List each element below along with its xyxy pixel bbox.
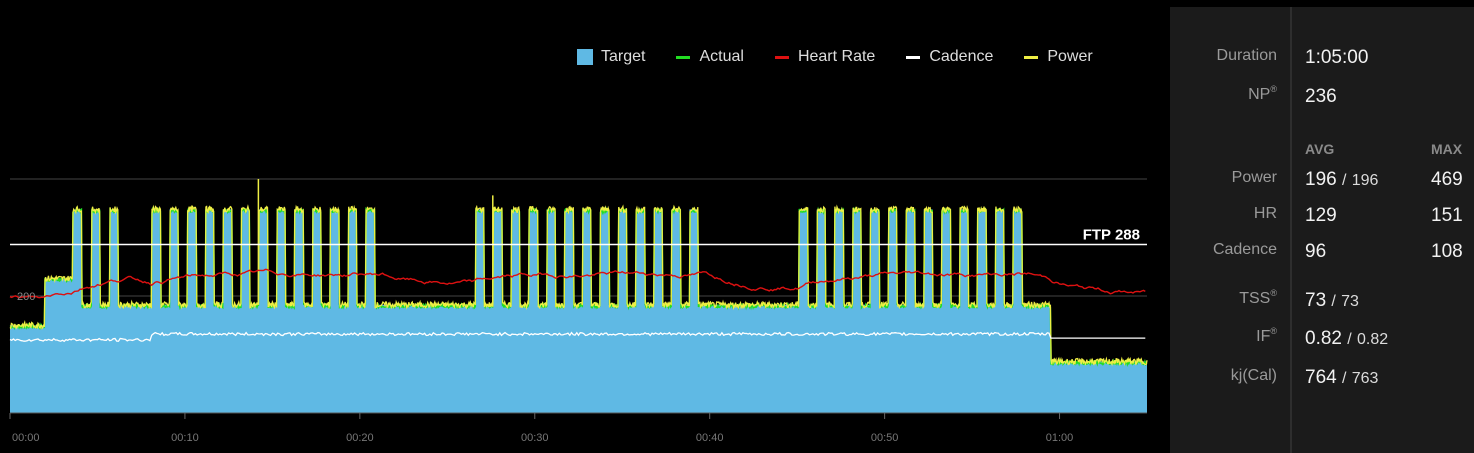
power-row: Power 196 / 196 469 — [1170, 169, 1474, 193]
duration-label: Duration — [1216, 47, 1277, 64]
legend-target-label: Target — [601, 48, 646, 65]
legend-cadence-label: Cadence — [929, 48, 994, 65]
x-tick-label: 01:00 — [1046, 432, 1074, 444]
cadence-swatch — [906, 55, 921, 59]
target-swatch — [577, 49, 593, 65]
x-tick-label: 00:00 — [12, 432, 40, 444]
np-row: NP® 236 — [1170, 84, 1474, 110]
y-tick-200: 200 — [17, 291, 35, 303]
power-label: Power — [1231, 169, 1277, 186]
cadence-line — [9, 331, 1146, 343]
tss-label: TSS® — [1239, 288, 1277, 307]
x-tick-label: 00:10 — [171, 432, 199, 444]
hr-avg: 129 — [1305, 205, 1337, 226]
x-tick-label: 00:40 — [696, 432, 724, 444]
heart-rate-line — [9, 268, 1146, 299]
legend-actual-label: Actual — [699, 48, 744, 65]
target-area — [10, 209, 1147, 413]
power-swatch — [1024, 55, 1039, 59]
heart-rate-swatch — [774, 55, 789, 59]
kj-label: kj(Cal) — [1230, 367, 1277, 384]
kj-row: kj(Cal) 764 / 763 — [1170, 367, 1474, 391]
legend-target[interactable]: Target — [577, 48, 645, 66]
legend-heart-rate[interactable]: Heart Rate — [774, 48, 876, 66]
x-tick-label: 00:20 — [346, 432, 374, 444]
legend-power-label: Power — [1047, 48, 1093, 65]
if-label: IF® — [1256, 326, 1277, 345]
x-tick-label: 00:30 — [521, 432, 549, 444]
power-avg: 196 / 196 — [1305, 169, 1379, 190]
x-tick-label: 00:50 — [871, 432, 899, 444]
hr-label: HR — [1253, 205, 1277, 222]
if-value: 0.82 / 0.82 — [1305, 328, 1389, 349]
tss-value: 73 / 73 — [1305, 290, 1359, 311]
power-max: 469 — [1431, 169, 1463, 190]
power-line — [9, 204, 1148, 367]
cadence-max: 108 — [1431, 241, 1463, 262]
np-label: NP® — [1248, 84, 1277, 103]
cadence-row: Cadence 96 108 — [1170, 241, 1474, 265]
actual-swatch — [676, 55, 691, 59]
tss-row: TSS® 73 / 73 — [1170, 288, 1474, 314]
cadence-avg: 96 — [1305, 241, 1327, 262]
np-value: 236 — [1305, 86, 1337, 107]
if-row: IF® 0.82 / 0.82 — [1170, 326, 1474, 352]
hr-row: HR 129 151 — [1170, 205, 1474, 229]
legend-power[interactable]: Power — [1024, 48, 1093, 66]
avg-header: AVG — [1305, 141, 1335, 157]
workout-chart-svg: FTP 288 200 00:00 00:10 00:20 00:30 00:40 00:50… — [9, 178, 1148, 444]
cadence-label: Cadence — [1212, 241, 1277, 258]
stats-divider — [1290, 7, 1292, 453]
hr-max: 151 — [1431, 205, 1463, 226]
chart-legend: Target Actual Heart Rate Cadence Power — [577, 48, 1093, 66]
legend-cadence[interactable]: Cadence — [906, 48, 993, 66]
registered-mark: ® — [1270, 84, 1277, 94]
legend-heart-rate-label: Heart Rate — [797, 48, 876, 65]
duration-value: 1:05:00 — [1305, 47, 1369, 68]
legend-actual[interactable]: Actual — [676, 48, 744, 66]
workout-stats-panel: Duration 1:05:00 NP® 236 AVG MAX Power 1… — [1170, 7, 1474, 453]
ftp-label: FTP 288 — [1083, 227, 1140, 244]
duration-row: Duration 1:05:00 — [1170, 47, 1474, 71]
kj-value: 764 / 763 — [1305, 367, 1379, 388]
max-header: MAX — [1431, 141, 1463, 157]
workout-chart: FTP 288 200 00:00 00:10 00:20 00:30 00:40 00:50… — [9, 48, 1148, 444]
